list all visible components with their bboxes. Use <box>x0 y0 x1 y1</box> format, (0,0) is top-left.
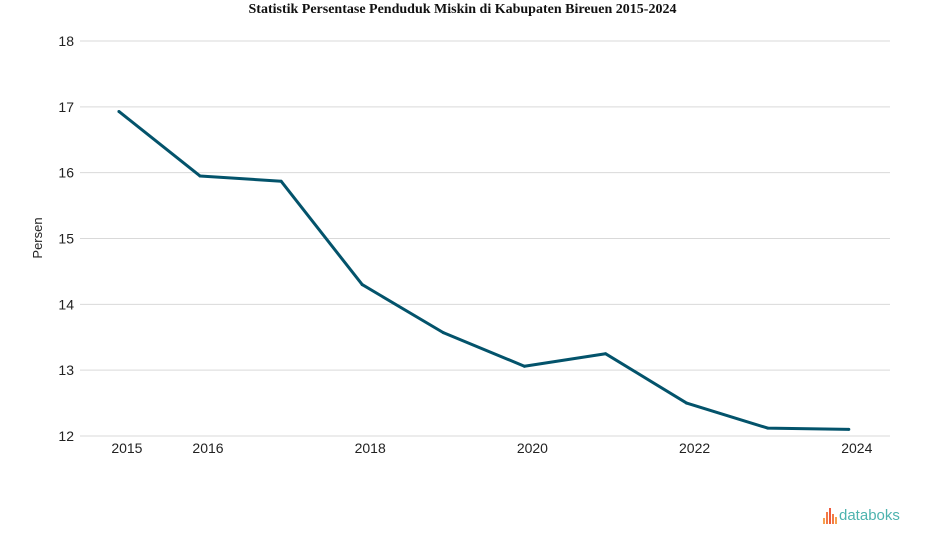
x-tick-label: 2016 <box>192 440 223 456</box>
y-tick-label: 13 <box>58 362 74 378</box>
data-point-2016[interactable] <box>198 174 202 178</box>
x-tick-label: 2015 <box>111 440 142 456</box>
x-axis-ticks: 2015 2016 2018 2020 2022 2024 <box>111 440 872 456</box>
y-tick-label: 12 <box>58 428 74 444</box>
databoks-logo: databoks <box>823 507 900 524</box>
y-tick-label: 17 <box>58 99 74 115</box>
y-tick-label: 16 <box>58 165 74 181</box>
data-point-2022[interactable] <box>685 401 689 405</box>
series-group <box>117 109 851 431</box>
y-tick-label: 15 <box>58 231 74 247</box>
gridlines <box>80 40 890 437</box>
x-tick-label: 2018 <box>355 440 386 456</box>
y-axis-label: Persen <box>30 217 45 258</box>
data-point-2015[interactable] <box>117 109 121 113</box>
data-point-2024[interactable] <box>847 427 851 431</box>
x-tick-label: 2022 <box>679 440 710 456</box>
data-point-2020[interactable] <box>522 364 526 368</box>
data-point-2017[interactable] <box>279 179 283 183</box>
data-point-2019[interactable] <box>441 331 445 335</box>
x-tick-label: 2024 <box>841 440 872 456</box>
x-tick-label: 2020 <box>517 440 548 456</box>
logo-bars-icon <box>823 507 837 524</box>
logo-text: databoks <box>839 507 900 524</box>
series-line <box>117 110 849 431</box>
data-point-2018[interactable] <box>360 283 364 287</box>
data-point-2021[interactable] <box>604 352 607 356</box>
data-point-2023[interactable] <box>766 426 770 430</box>
chart-title: Statistik Persentase Penduduk Miskin di … <box>248 2 677 17</box>
y-tick-label: 18 <box>58 33 74 49</box>
y-axis-ticks: 12 13 14 15 16 17 18 <box>58 33 74 444</box>
y-tick-label: 14 <box>58 296 74 312</box>
